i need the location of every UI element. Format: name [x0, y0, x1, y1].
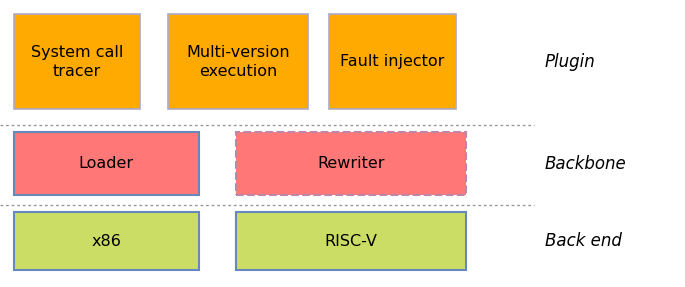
FancyBboxPatch shape — [168, 14, 308, 109]
Text: Back end: Back end — [545, 232, 621, 250]
Text: Loader: Loader — [79, 156, 134, 171]
Text: Plugin: Plugin — [545, 53, 595, 71]
Text: RISC-V: RISC-V — [325, 234, 377, 249]
Text: Backbone: Backbone — [545, 155, 626, 172]
Text: x86: x86 — [91, 234, 121, 249]
Text: Fault injector: Fault injector — [340, 54, 445, 69]
Text: System call
tracer: System call tracer — [31, 45, 123, 79]
FancyBboxPatch shape — [236, 132, 466, 195]
Text: Rewriter: Rewriter — [317, 156, 385, 171]
FancyBboxPatch shape — [236, 212, 466, 270]
FancyBboxPatch shape — [14, 212, 199, 270]
FancyBboxPatch shape — [14, 14, 140, 109]
Text: Multi-version
execution: Multi-version execution — [186, 45, 290, 79]
FancyBboxPatch shape — [329, 14, 456, 109]
FancyBboxPatch shape — [14, 132, 199, 195]
